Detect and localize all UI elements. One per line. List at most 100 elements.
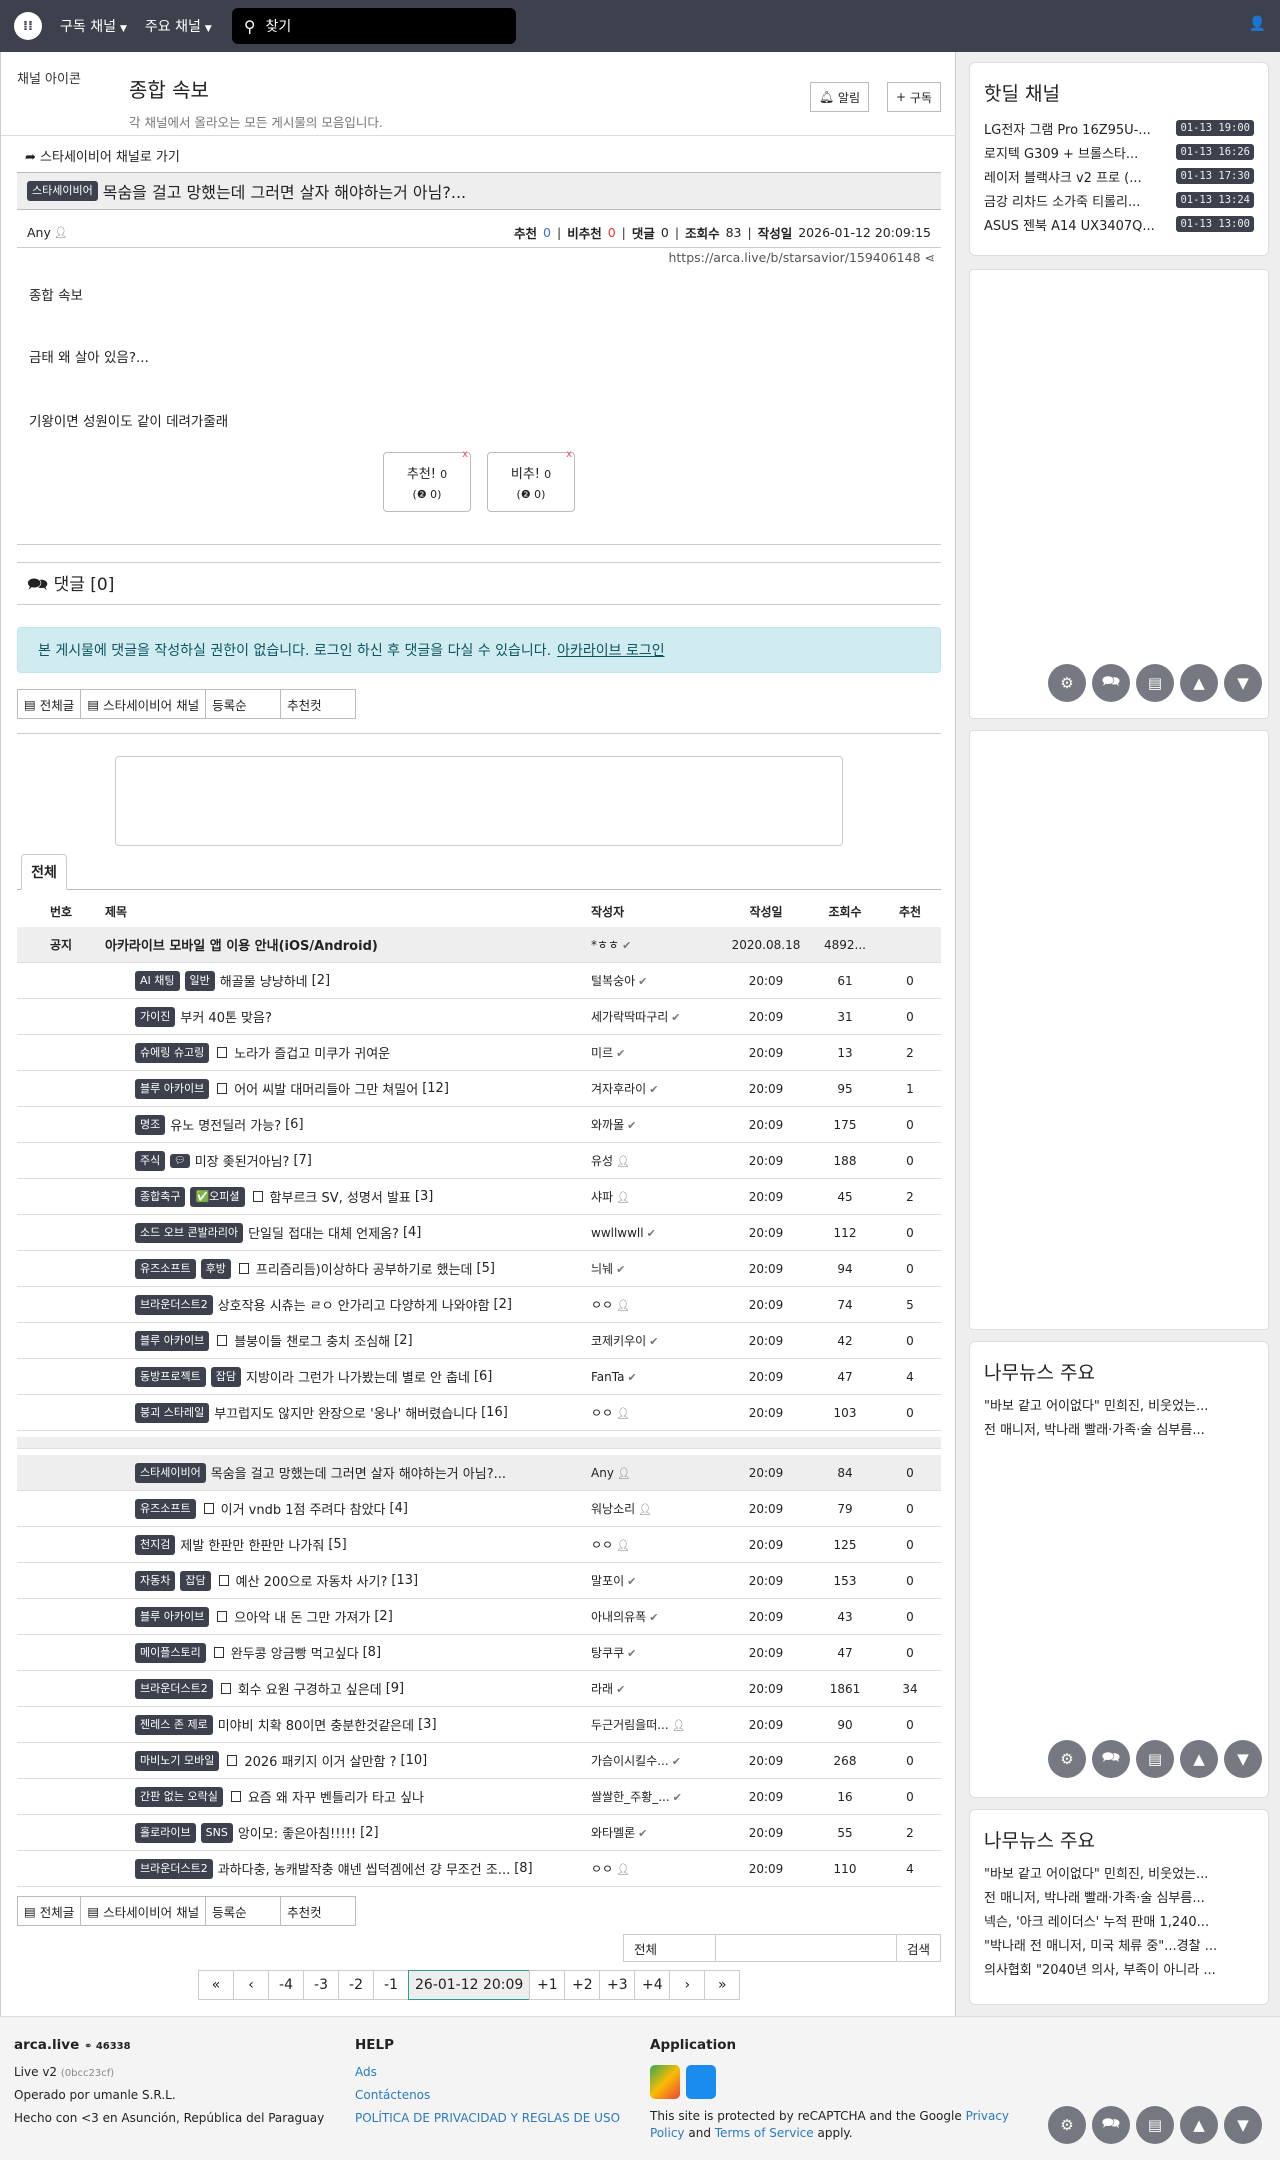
- page-button[interactable]: -1: [373, 1970, 409, 2000]
- comments-icon[interactable]: 🗪: [1092, 664, 1130, 702]
- board-search-input[interactable]: [716, 1935, 897, 1961]
- category-badge[interactable]: 블루 아카이브: [135, 1606, 210, 1627]
- category-badge[interactable]: 천지검: [135, 1534, 176, 1555]
- author-cell[interactable]: 털복숭아 ✔: [591, 972, 721, 989]
- category-badge[interactable]: 브라운더스트2: [135, 1678, 213, 1699]
- table-row[interactable]: 종합축구 ✅오피셜 함부르크 SV, 성명서 발표 [3] 샤파 👤︎ 20:09 45…: [17, 1179, 941, 1215]
- category-badge[interactable]: 슈에링 슈고링: [135, 1042, 210, 1063]
- category-badge[interactable]: SNS: [200, 1822, 233, 1843]
- author-cell[interactable]: 유성 👤︎: [591, 1152, 721, 1169]
- category-badge[interactable]: 종합축구: [135, 1186, 186, 1207]
- post-title-cell[interactable]: 슈에링 슈고링 노라가 즐겁고 미쿠가 귀여운: [105, 1042, 591, 1063]
- best-cut-button[interactable]: 추천컷: [280, 689, 357, 719]
- hotdeal-title[interactable]: 핫딜 채널: [984, 83, 1060, 105]
- news-item[interactable]: 넥슨, '아크 레이더스' 누적 판매 1,240...: [984, 1915, 1210, 1930]
- category-badge[interactable]: 가이진: [135, 1006, 176, 1027]
- upvote-button[interactable]: x 추천! 0 (❷ 0): [383, 449, 471, 512]
- table-row[interactable]: 붕괴 스타레일 부끄럽지도 않지만 완장으로 '웅나' 해버렸습니다 [16] ㅇㅇ…: [17, 1395, 941, 1431]
- login-link[interactable]: 아카라이브 로그인: [557, 643, 665, 659]
- page-button[interactable]: +4: [634, 1970, 671, 2000]
- ad-banner-image[interactable]: [115, 756, 843, 846]
- policy-link[interactable]: POLÍTICA DE PRIVACIDAD Y REGLAS DE USO: [355, 2111, 621, 2125]
- table-row[interactable]: 가이진 부커 40톤 맞음? 세가락딱따구리 ✔ 20:09 31 0: [17, 999, 941, 1035]
- post-title-cell[interactable]: 젠레스 존 제로 미야비 치확 80이면 충분한것같은데 [3]: [105, 1714, 591, 1735]
- scroll-up-icon[interactable]: ▲: [1180, 664, 1218, 702]
- post-title-cell[interactable]: 마비노기 모바일 2026 패키지 이거 살만함 ? [10]: [105, 1750, 591, 1771]
- category-badge[interactable]: 소드 오브 콘발라리아: [135, 1222, 244, 1243]
- go-to-channel-link[interactable]: ➦ 스타세이비어 채널로 가기: [25, 146, 180, 165]
- news-title[interactable]: 나무뉴스 주요: [984, 1362, 1095, 1384]
- major-channels-dropdown[interactable]: 주요 채널 ▼: [145, 16, 212, 36]
- list-icon[interactable]: ▤: [1136, 1740, 1174, 1778]
- author-cell[interactable]: 워낭소리 👤︎: [591, 1500, 721, 1517]
- list-icon[interactable]: ▤: [1136, 664, 1174, 702]
- news-item[interactable]: 전 매니저, 박나래 빨래·가족·술 심부름...: [984, 1891, 1205, 1906]
- post-title-cell[interactable]: 메이플스토리 완두콩 앙금빵 먹고싶다 [8]: [105, 1642, 591, 1663]
- table-row[interactable]: 유즈소프트 후방 프리즘리듬)이상하다 공부하기로 했는데 [5] 늬눼 ✔ 20:09…: [17, 1251, 941, 1287]
- subscribe-button[interactable]: + 구독: [887, 82, 941, 112]
- page-button[interactable]: +2: [564, 1970, 601, 2000]
- author-cell[interactable]: FanTa ✔: [591, 1370, 721, 1384]
- post-title-cell[interactable]: 자동차 잡담 예산 200으로 자동차 사기? [13]: [105, 1570, 591, 1591]
- table-row[interactable]: 유즈소프트 이거 vndb 1점 주려다 참았다 [4] 워낭소리 👤︎ 20:09 …: [17, 1491, 941, 1527]
- post-title-cell[interactable]: 브라운더스트2 과하다충, 농캐발작충 얘넨 씹덕겜에선 걍 무조건 조... [8…: [105, 1858, 591, 1879]
- news-item[interactable]: 의사협회 "2040년 의사, 부족이 아니라 ...: [984, 1963, 1216, 1978]
- category-badge[interactable]: 블루 아카이브: [135, 1330, 210, 1351]
- category-badge[interactable]: 스타세이비어: [27, 181, 98, 201]
- author-cell[interactable]: 늬눼 ✔: [591, 1260, 721, 1277]
- table-row[interactable]: 젠레스 존 제로 미야비 치확 80이면 충분한것같은데 [3] 두근거림을떠...…: [17, 1707, 941, 1743]
- table-row[interactable]: 천지검 제발 한판만 한판만 나가줘 [5] ㅇㅇ 👤︎ 20:09 125 0: [17, 1527, 941, 1563]
- sort-order-button[interactable]: 등록순: [205, 689, 282, 719]
- best-cut-button[interactable]: 추천컷: [280, 1896, 357, 1926]
- hotdeal-item[interactable]: ASUS 젠북 A14 UX3407Q... 01-13 13:00: [970, 212, 1268, 236]
- page-button[interactable]: ›: [669, 1970, 706, 2000]
- author-cell[interactable]: ㅇㅇ 👤︎: [591, 1404, 721, 1421]
- google-play-icon[interactable]: [650, 2065, 680, 2099]
- post-title-cell[interactable]: 블루 아카이브 어어 씨발 대머리들아 그만 쳐밀어 [12]: [105, 1078, 591, 1099]
- post-title-cell[interactable]: 동방프로젝트 잡담 지방이라 그런가 나가봤는데 별로 안 춥네 [6]: [105, 1366, 591, 1387]
- category-badge[interactable]: 후방: [200, 1258, 231, 1279]
- author-cell[interactable]: 샤파 👤︎: [591, 1188, 721, 1205]
- table-row[interactable]: 마비노기 모바일 2026 패키지 이거 살만함 ? [10] 가슴이시킬수... ✔…: [17, 1743, 941, 1779]
- all-posts-button[interactable]: ▤ 전체글: [17, 1896, 82, 1926]
- category-badge[interactable]: 잡담: [210, 1366, 241, 1387]
- share-icon[interactable]: ⋖: [924, 250, 935, 265]
- post-title-cell[interactable]: 브라운더스트2 상호작용 시츄는 ㄹㅇ 안가리고 다양하게 나와야함 [2]: [105, 1294, 591, 1315]
- table-row[interactable]: 블루 아카이브 어어 씨발 대머리들아 그만 쳐밀어 [12] 겨자후라이 ✔ 20:…: [17, 1071, 941, 1107]
- category-badge[interactable]: 자동차: [135, 1570, 176, 1591]
- hotdeal-item[interactable]: 금강 리차드 소가죽 티롤리... 01-13 13:24: [970, 188, 1268, 212]
- search-scope-select[interactable]: 전체: [624, 1935, 716, 1961]
- table-row[interactable]: 브라운더스트2 과하다충, 농캐발작충 얘넨 씹덕겜에선 걍 무조건 조... [8…: [17, 1851, 941, 1887]
- post-title-cell[interactable]: AI 채팅 일반 해골물 냥냥하네 [2]: [105, 970, 591, 991]
- post-url[interactable]: https://arca.live/b/starsavior/159406148…: [668, 250, 935, 265]
- post-title-cell[interactable]: 홀로라이브 SNS 앙이모: 좋은아침!!!!! [2]: [105, 1822, 591, 1843]
- sidebar-ad-1[interactable]: [969, 269, 1269, 719]
- category-badge[interactable]: 잡담: [180, 1570, 211, 1591]
- scroll-down-icon[interactable]: ▼: [1224, 1740, 1262, 1778]
- category-badge[interactable]: 일반: [184, 970, 215, 991]
- tab-all[interactable]: 전체: [21, 854, 67, 890]
- search-input[interactable]: ⚲ 찾기: [231, 8, 516, 44]
- category-badge[interactable]: 명조: [135, 1114, 166, 1135]
- table-row[interactable]: AI 채팅 일반 해골물 냥냥하네 [2] 털복숭아 ✔ 20:09 61 0: [17, 963, 941, 999]
- list-icon[interactable]: ▤: [1136, 2106, 1174, 2144]
- arca-logo[interactable]: ⁞⁞: [14, 12, 42, 40]
- author-cell[interactable]: 아내의유폭 ✔: [591, 1608, 721, 1625]
- page-button[interactable]: -2: [338, 1970, 374, 2000]
- table-row[interactable]: 주식 💬︎ 미장 좆된거아님? [7] 유성 👤︎ 20:09 188 0: [17, 1143, 941, 1179]
- table-row[interactable]: 브라운더스트2 상호작용 시츄는 ㄹㅇ 안가리고 다양하게 나와야함 [2] ㅇㅇ 👤…: [17, 1287, 941, 1323]
- post-title-cell[interactable]: 블루 아카이브 블붕이들 챈로그 충치 조심해 [2]: [105, 1330, 591, 1351]
- category-badge[interactable]: 홀로라이브: [135, 1822, 196, 1843]
- table-row[interactable]: 블루 아카이브 으아악 내 돈 그만 가져가 [2] 아내의유폭 ✔ 20:09 43…: [17, 1599, 941, 1635]
- author-cell[interactable]: 세가락딱따구리 ✔: [591, 1008, 721, 1025]
- post-title-cell[interactable]: 브라운더스트2 회수 요원 구경하고 싶은데 [9]: [105, 1678, 591, 1699]
- category-badge[interactable]: 유즈소프트: [135, 1258, 196, 1279]
- category-badge[interactable]: 블루 아카이브: [135, 1078, 210, 1099]
- table-row[interactable]: 명조 유노 명전딜러 가능? [6] 와까몰 ✔ 20:09 175 0: [17, 1107, 941, 1143]
- subscribed-channels-dropdown[interactable]: 구독 채널 ▼: [60, 16, 127, 36]
- sort-order-button[interactable]: 등록순: [205, 1896, 282, 1926]
- page-button[interactable]: +3: [599, 1970, 636, 2000]
- post-title-cell[interactable]: 천지검 제발 한판만 한판만 나가줘 [5]: [105, 1534, 591, 1555]
- news-title[interactable]: 나무뉴스 주요: [984, 1830, 1095, 1852]
- scroll-up-icon[interactable]: ▲: [1180, 1740, 1218, 1778]
